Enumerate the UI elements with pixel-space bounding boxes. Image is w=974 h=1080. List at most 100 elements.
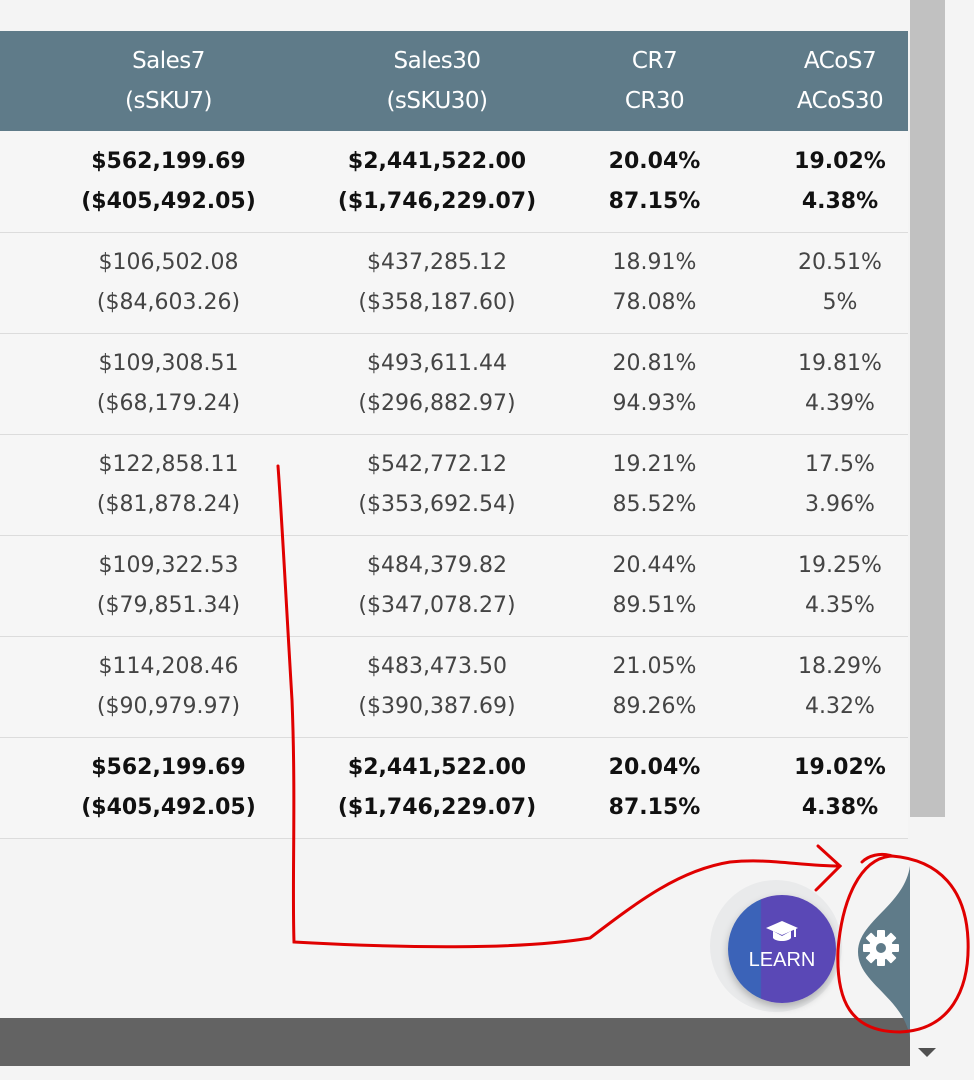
table-cell: 20.44% 89.51% bbox=[537, 546, 772, 626]
header-sublabel: CR30 bbox=[624, 88, 685, 114]
table-cell: $437,285.12 ($358,187.60) bbox=[337, 243, 537, 323]
table-cell: $562,199.69 ($405,492.05) bbox=[0, 142, 337, 222]
cell-subvalue: ($405,492.05) bbox=[81, 188, 256, 214]
table-body: $562,199.69 ($405,492.05) $2,441,522.00 ($1… bbox=[0, 131, 908, 839]
table-row: $114,208.46 ($90,979.97) $483,473.50 ($390,… bbox=[0, 637, 908, 738]
table-cell: $483,473.50 ($390,387.69) bbox=[337, 647, 537, 727]
cell-value: 20.81% bbox=[612, 351, 697, 376]
table-header: Sales7 (sSKU7) Sales30 (sSKU30) CR7 CR30… bbox=[0, 31, 908, 131]
footer-bar bbox=[0, 1018, 910, 1066]
cell-value: $2,441,522.00 bbox=[347, 755, 527, 780]
cell-value: $109,322.53 bbox=[98, 553, 239, 578]
cell-subvalue: 78.08% bbox=[612, 290, 697, 315]
table-row: $106,502.08 ($84,603.26) $437,285.12 ($358,… bbox=[0, 233, 908, 334]
cell-value: $483,473.50 bbox=[367, 654, 507, 679]
cell-subvalue: 87.15% bbox=[608, 188, 701, 214]
cell-subvalue: 4.32% bbox=[805, 694, 875, 719]
learn-button[interactable]: LEARN bbox=[728, 895, 836, 1003]
cell-value: $542,772.12 bbox=[367, 452, 507, 477]
table-cell: 17.5% 3.96% bbox=[772, 445, 908, 525]
cell-subvalue: 4.35% bbox=[805, 593, 875, 618]
cell-value: 21.05% bbox=[612, 654, 697, 679]
cell-value: 18.91% bbox=[612, 250, 697, 275]
cell-value: $122,858.11 bbox=[98, 452, 239, 477]
cell-subvalue: 89.51% bbox=[612, 593, 697, 618]
table-cell: 20.04% 87.15% bbox=[537, 142, 772, 222]
cell-value: 20.04% bbox=[608, 148, 701, 174]
cell-value: $562,199.69 bbox=[91, 755, 246, 780]
table-cell: 20.51% 5% bbox=[772, 243, 908, 323]
table-cell: 19.21% 85.52% bbox=[537, 445, 772, 525]
cell-value: 19.21% bbox=[612, 452, 697, 477]
cell-value: $106,502.08 bbox=[98, 250, 239, 275]
cell-value: 20.51% bbox=[798, 250, 882, 275]
data-table: Sales7 (sSKU7) Sales30 (sSKU30) CR7 CR30… bbox=[0, 31, 908, 839]
table-row: $109,322.53 ($79,851.34) $484,379.82 ($347,… bbox=[0, 536, 908, 637]
table-row-total: $562,199.69 ($405,492.05) $2,441,522.00 ($1… bbox=[0, 738, 908, 839]
cell-value: 19.02% bbox=[794, 148, 886, 174]
header-sublabel: (sSKU7) bbox=[125, 88, 212, 114]
header-sublabel: ACoS30 bbox=[796, 88, 884, 114]
cell-value: $493,611.44 bbox=[367, 351, 507, 376]
cell-subvalue: ($1,746,229.07) bbox=[337, 188, 537, 214]
header-acos[interactable]: ACoS7 ACoS30 bbox=[772, 41, 908, 121]
cell-subvalue: 4.38% bbox=[801, 188, 879, 214]
graduation-cap-icon bbox=[766, 921, 798, 941]
header-sublabel: (sSKU30) bbox=[386, 88, 488, 114]
cell-value: $114,208.46 bbox=[98, 654, 239, 679]
cell-subvalue: ($358,187.60) bbox=[358, 290, 516, 315]
cell-value: 20.44% bbox=[612, 553, 697, 578]
cell-value: 19.02% bbox=[794, 755, 886, 780]
table-cell: 19.02% 4.38% bbox=[772, 748, 908, 828]
gear-icon[interactable] bbox=[861, 928, 901, 968]
cell-subvalue: 4.39% bbox=[805, 391, 875, 416]
header-label: CR7 bbox=[631, 48, 678, 74]
cell-value: 18.29% bbox=[798, 654, 882, 679]
cell-value: $437,285.12 bbox=[367, 250, 507, 275]
table-cell: $2,441,522.00 ($1,746,229.07) bbox=[337, 142, 537, 222]
cell-value: $562,199.69 bbox=[91, 148, 246, 174]
cell-subvalue: 4.38% bbox=[801, 795, 879, 820]
cell-subvalue: ($296,882.97) bbox=[358, 391, 516, 416]
header-sales7[interactable]: Sales7 (sSKU7) bbox=[0, 41, 337, 121]
cell-subvalue: 3.96% bbox=[805, 492, 875, 517]
cell-subvalue: ($1,746,229.07) bbox=[337, 795, 537, 820]
table-row: $122,858.11 ($81,878.24) $542,772.12 ($353,… bbox=[0, 435, 908, 536]
header-label: Sales7 bbox=[132, 48, 205, 74]
cell-subvalue: ($81,878.24) bbox=[96, 492, 241, 517]
cell-subvalue: 87.15% bbox=[608, 795, 701, 820]
cell-value: 17.5% bbox=[805, 452, 875, 477]
header-label: Sales30 bbox=[393, 48, 481, 74]
table-cell: $114,208.46 ($90,979.97) bbox=[0, 647, 337, 727]
cell-value: $109,308.51 bbox=[98, 351, 239, 376]
header-sales30[interactable]: Sales30 (sSKU30) bbox=[337, 41, 537, 121]
table-cell: $493,611.44 ($296,882.97) bbox=[337, 344, 537, 424]
table-cell: 18.29% 4.32% bbox=[772, 647, 908, 727]
scrollbar-thumb[interactable] bbox=[910, 0, 945, 817]
cell-value: 19.25% bbox=[798, 553, 882, 578]
table-row-total: $562,199.69 ($405,492.05) $2,441,522.00 ($1… bbox=[0, 131, 908, 233]
table-cell: 20.04% 87.15% bbox=[537, 748, 772, 828]
cell-value: $484,379.82 bbox=[367, 553, 507, 578]
cell-value: $2,441,522.00 bbox=[347, 148, 527, 174]
table-cell: 20.81% 94.93% bbox=[537, 344, 772, 424]
table-cell: $109,322.53 ($79,851.34) bbox=[0, 546, 337, 626]
cell-subvalue: ($68,179.24) bbox=[96, 391, 241, 416]
cell-subvalue: 94.93% bbox=[612, 391, 697, 416]
cell-subvalue: ($405,492.05) bbox=[81, 795, 256, 820]
table-cell: 21.05% 89.26% bbox=[537, 647, 772, 727]
table-cell: 18.91% 78.08% bbox=[537, 243, 772, 323]
table-row: $109,308.51 ($68,179.24) $493,611.44 ($296,… bbox=[0, 334, 908, 435]
table-cell: $2,441,522.00 ($1,746,229.07) bbox=[337, 748, 537, 828]
cell-subvalue: 85.52% bbox=[612, 492, 697, 517]
table-cell: $542,772.12 ($353,692.54) bbox=[337, 445, 537, 525]
scroll-down-arrow-icon[interactable] bbox=[918, 1048, 936, 1057]
annotation-arrowhead bbox=[814, 844, 843, 892]
cell-value: 19.81% bbox=[798, 351, 882, 376]
table-cell: $106,502.08 ($84,603.26) bbox=[0, 243, 337, 323]
table-cell: $562,199.69 ($405,492.05) bbox=[0, 748, 337, 828]
cell-subvalue: ($347,078.27) bbox=[358, 593, 516, 618]
header-cr[interactable]: CR7 CR30 bbox=[537, 41, 772, 121]
learn-button-label: LEARN bbox=[748, 949, 816, 971]
table-cell: 19.25% 4.35% bbox=[772, 546, 908, 626]
